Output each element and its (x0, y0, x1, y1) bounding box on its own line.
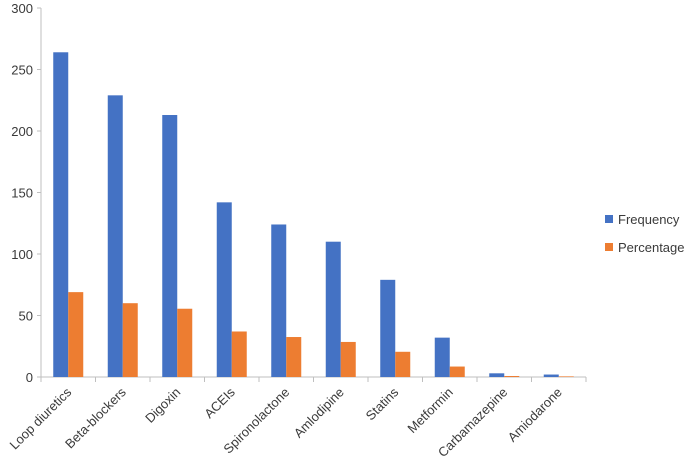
x-tick-label: Statins (363, 384, 402, 423)
bar-frequency-beta-blockers (107, 95, 123, 377)
bar-frequency-statins (380, 279, 396, 377)
legend-swatch-frequency (605, 215, 613, 223)
bar-percentage-metformin (449, 366, 465, 377)
bar-frequency-amiodarone (543, 374, 559, 377)
x-tick-label: Amiodarone (505, 385, 565, 445)
bars (53, 52, 574, 377)
y-tick-label: 100 (11, 247, 33, 262)
bar-percentage-amiodarone (558, 376, 574, 377)
bar-frequency-amlodipine (325, 241, 341, 377)
y-tick-label: 250 (11, 63, 33, 78)
y-tick-label: 50 (19, 309, 33, 324)
bar-frequency-spironolactone (271, 224, 287, 377)
legend: Frequency Percentage (605, 212, 685, 255)
bar-percentage-loop-diuretics (68, 292, 84, 377)
legend-swatch-percentage (605, 243, 613, 251)
x-tick-label: ACEIs (201, 384, 238, 421)
bar-percentage-carbamazepine (504, 376, 520, 377)
bar-frequency-metformin (434, 337, 450, 377)
x-tick-label: Amlodipine (291, 385, 347, 441)
bar-frequency-loop-diuretics (53, 52, 69, 377)
y-axis: 0 50 100 150 200 250 300 (11, 1, 42, 385)
y-tick-label: 200 (11, 124, 33, 139)
bar-frequency-digoxin (162, 115, 178, 377)
y-tick-label: 0 (26, 370, 33, 385)
bar-percentage-amlodipine (340, 341, 356, 377)
x-tick-label: Metformin (404, 385, 455, 436)
legend-label-frequency: Frequency (618, 212, 680, 227)
legend-label-percentage: Percentage (618, 240, 685, 255)
bar-percentage-statins (395, 351, 411, 377)
y-tick-label: 150 (11, 186, 33, 201)
x-tick-label: Digoxin (142, 385, 183, 426)
y-tick-label: 300 (11, 1, 33, 16)
bar-percentage-digoxin (177, 308, 193, 377)
bar-frequency-carbamazepine (489, 373, 505, 377)
bar-percentage-beta-blockers (122, 303, 138, 377)
bar-percentage-aceis (231, 331, 247, 377)
bar-frequency-aceis (216, 202, 232, 377)
bar-percentage-spironolactone (286, 337, 302, 377)
